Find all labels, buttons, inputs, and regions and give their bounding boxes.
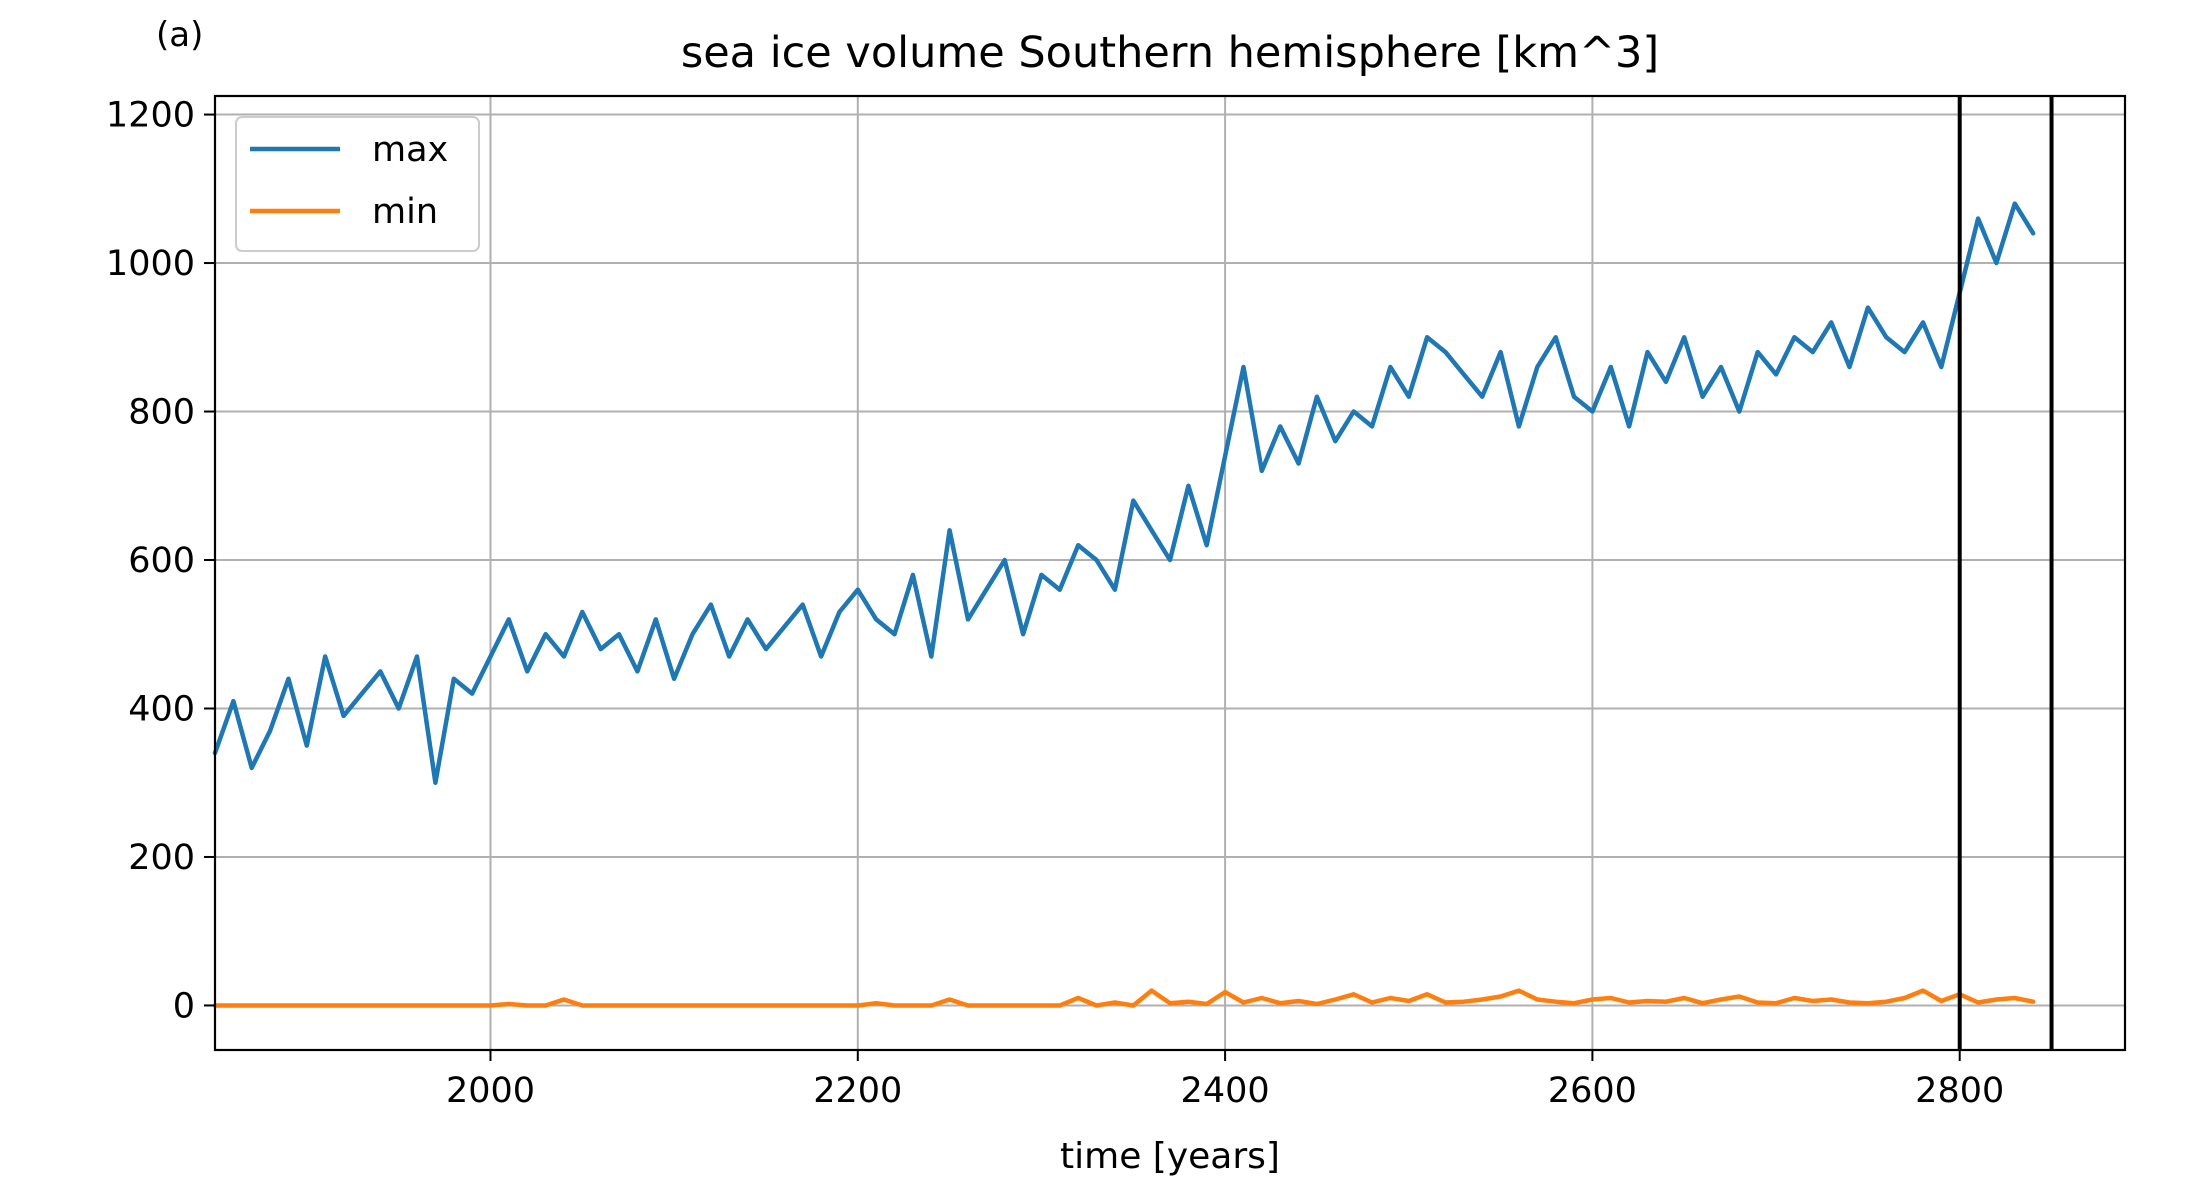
legend-label-max: max xyxy=(372,130,448,170)
x-tick-label: 2800 xyxy=(1915,1071,2004,1111)
x-axis-label: time [years] xyxy=(1060,1136,1280,1177)
y-tick-label: 200 xyxy=(128,838,195,878)
x-tick-label: 2000 xyxy=(446,1071,535,1111)
plot-frame xyxy=(213,94,2127,1052)
y-tick-label: 1200 xyxy=(106,96,195,136)
x-tick-label: 2200 xyxy=(813,1071,902,1111)
legend-label-min: min xyxy=(372,192,438,232)
vertical-markers xyxy=(1957,96,2054,1050)
axis-ticks: 2000 2200 2400 2600 2800 0 200 400 600 800 1000 120… xyxy=(106,96,2004,1111)
series-group xyxy=(212,201,2036,1008)
x-tick-label: 2400 xyxy=(1181,1071,1270,1111)
series-line-max xyxy=(212,201,2036,785)
x-tick-label: 2600 xyxy=(1548,1071,1637,1111)
legend: max min xyxy=(235,116,480,252)
y-tick-label: 800 xyxy=(128,393,195,433)
y-tick-label: 400 xyxy=(128,689,195,729)
grid xyxy=(215,96,2125,1050)
y-tick-label: 1000 xyxy=(106,244,195,284)
chart-title: sea ice volume Southern hemisphere [km^3… xyxy=(681,28,1659,78)
y-tick-label: 600 xyxy=(128,541,195,581)
panel-label: (a) xyxy=(156,15,203,55)
series-line-min xyxy=(212,988,2036,1008)
y-tick-label: 0 xyxy=(173,986,195,1026)
